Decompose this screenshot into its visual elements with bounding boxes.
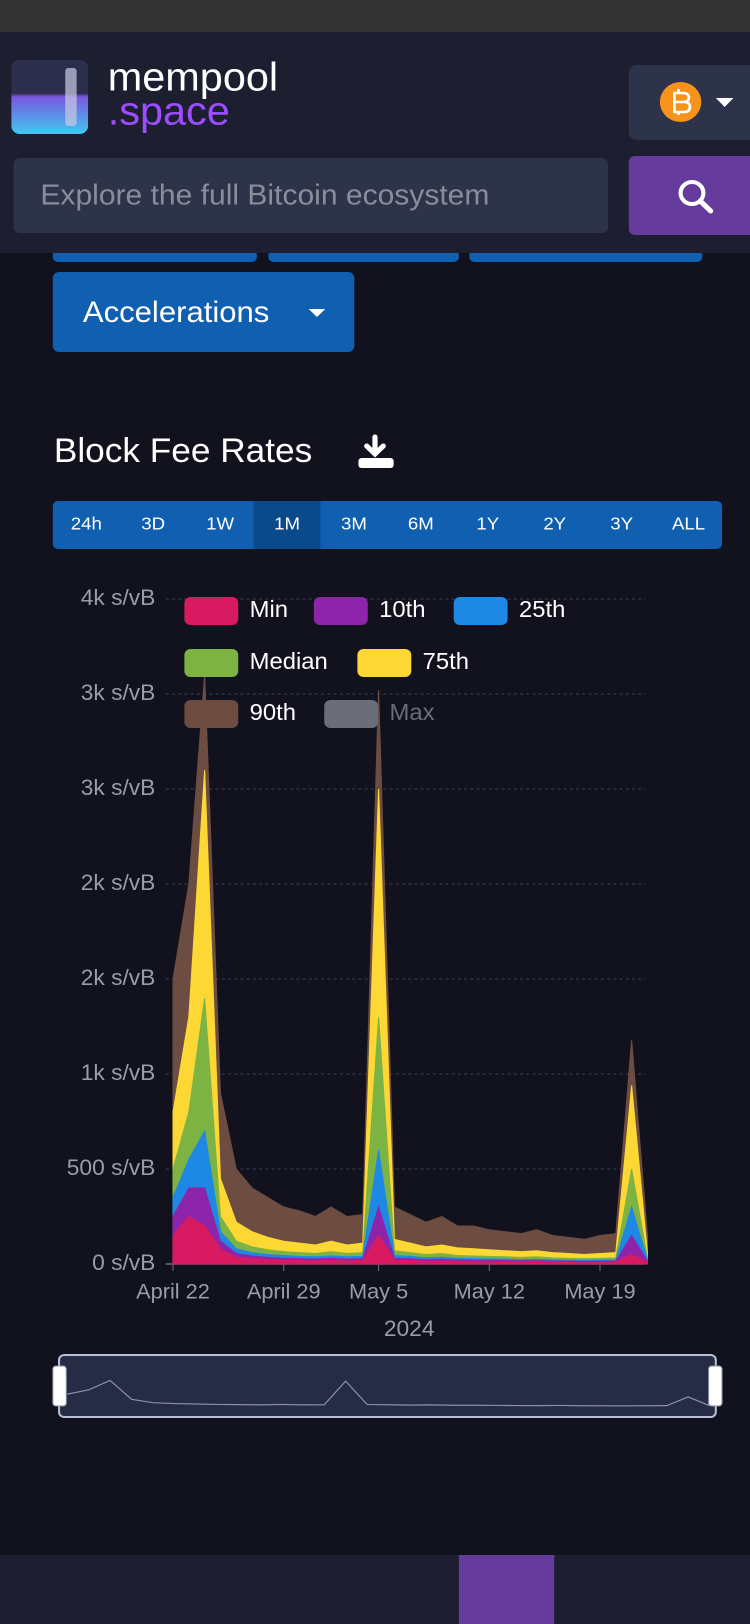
period-button[interactable]: 1Y — [476, 513, 499, 534]
series-area — [172, 674, 648, 1265]
bottom-nav-active[interactable] — [458, 1555, 555, 1624]
legend-label[interactable]: 90th — [250, 699, 296, 725]
legend-label[interactable]: 10th — [379, 596, 425, 622]
legend-swatch[interactable] — [184, 597, 239, 625]
x-tick-label: May 19 — [564, 1280, 635, 1304]
dropdown-caret — [308, 309, 326, 317]
bitcoin-glyph — [673, 89, 692, 115]
y-tick-label: 2k s/vB — [81, 965, 156, 990]
search-placeholder: Explore the full Bitcoin ecosystem — [40, 179, 489, 211]
zoom-handle[interactable] — [52, 1365, 67, 1407]
period-active[interactable] — [253, 501, 321, 549]
legend-label[interactable]: 75th — [423, 648, 469, 674]
logo-subtext[interactable]: .space — [108, 88, 230, 133]
legend-label[interactable]: 25th — [519, 596, 565, 622]
legend-swatch[interactable] — [324, 700, 379, 728]
search-icon-handle — [697, 198, 714, 214]
legend-label[interactable]: Min — [250, 596, 288, 622]
y-tick-label: 4k s/vB — [81, 585, 156, 610]
legend-label[interactable]: Median — [250, 648, 328, 674]
y-tick-label: 3k s/vB — [81, 775, 156, 800]
period-button[interactable]: 3Y — [610, 513, 633, 534]
x-tick-label: April 22 — [136, 1280, 210, 1304]
legend-label[interactable]: Max — [390, 699, 435, 725]
search-input[interactable] — [13, 158, 609, 233]
bottom-nav — [0, 1555, 750, 1624]
period-button[interactable]: ALL — [672, 513, 705, 534]
period-button[interactable]: 1M — [274, 513, 300, 534]
legend-swatch[interactable] — [184, 649, 239, 677]
zoom-slider[interactable] — [58, 1354, 717, 1418]
period-bar — [52, 501, 723, 549]
accelerations-label: Accelerations — [83, 295, 269, 328]
logo-text[interactable]: mempool — [108, 54, 278, 99]
legend-swatch[interactable] — [184, 700, 239, 728]
search-icon — [678, 180, 706, 206]
legend-swatch[interactable] — [313, 597, 368, 625]
dropdown-caret — [715, 98, 734, 107]
search-button[interactable] — [628, 156, 750, 235]
zoom-handle[interactable] — [708, 1365, 723, 1407]
header-edge — [0, 240, 750, 253]
y-tick-label: 0 s/vB — [92, 1250, 155, 1275]
y-tick-label: 3k s/vB — [81, 680, 156, 705]
series-area — [172, 1215, 648, 1265]
chart-title: Block Fee Rates — [54, 433, 312, 470]
download-arrow — [364, 434, 386, 458]
period-button[interactable]: 1W — [206, 513, 235, 534]
y-tick-label: 1k s/vB — [81, 1060, 156, 1085]
period-button[interactable]: 3M — [341, 513, 367, 534]
legend-swatch[interactable] — [357, 649, 412, 677]
period-button[interactable]: 3D — [141, 513, 165, 534]
zoom-preview-line — [67, 1379, 710, 1407]
download-icon[interactable] — [358, 434, 394, 468]
x-axis-label: 2024 — [384, 1316, 435, 1341]
logo-bar — [65, 68, 77, 126]
period-button[interactable]: 2Y — [543, 513, 566, 534]
status-bar — [0, 0, 750, 32]
accelerations-button[interactable] — [52, 272, 355, 352]
x-tick-label: April 29 — [247, 1280, 321, 1304]
period-button[interactable]: 24h — [71, 513, 102, 534]
download-tray — [358, 458, 394, 468]
legend-swatch[interactable] — [453, 597, 508, 625]
x-tick-label: May 5 — [349, 1280, 408, 1304]
x-tick-label: May 12 — [454, 1280, 525, 1304]
period-button[interactable]: 6M — [408, 513, 434, 534]
y-tick-label: 500 s/vB — [67, 1155, 156, 1180]
y-tick-label: 2k s/vB — [81, 870, 156, 895]
